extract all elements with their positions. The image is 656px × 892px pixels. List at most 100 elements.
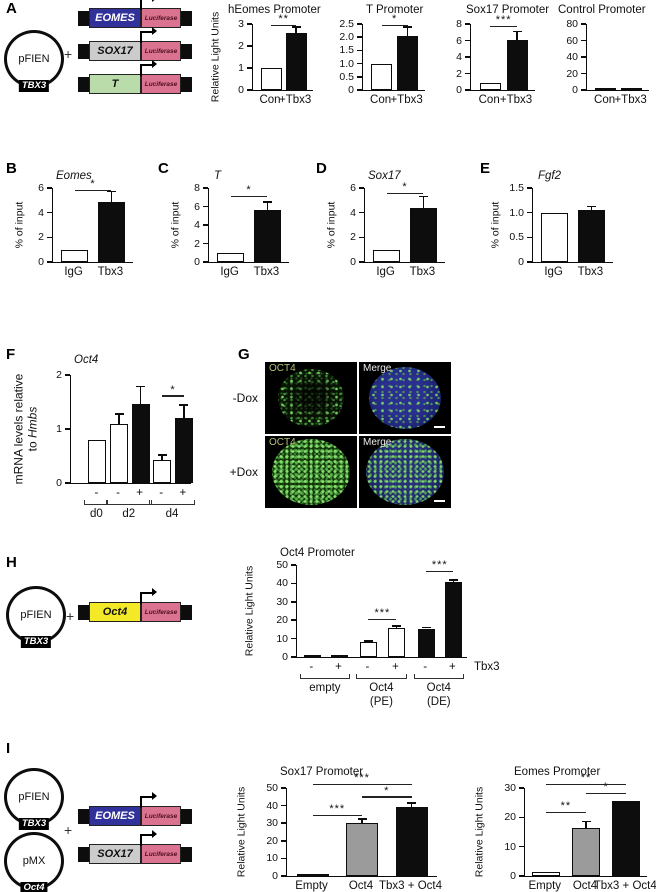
error-bar bbox=[406, 27, 409, 37]
error-bar bbox=[139, 387, 142, 405]
y-tick-label: 0 bbox=[38, 256, 44, 268]
y-tick bbox=[357, 36, 362, 38]
stain-label: Merge bbox=[363, 437, 392, 448]
plot-area bbox=[532, 188, 613, 263]
y-tick-label: 1.0 bbox=[509, 206, 524, 219]
gene-box-oct4: Oct4 bbox=[89, 602, 141, 622]
group-bracket bbox=[84, 500, 109, 505]
group-bracket bbox=[355, 674, 407, 679]
y-tick-label: 1 bbox=[56, 423, 62, 435]
bar bbox=[444, 582, 462, 657]
group-label: empty bbox=[309, 682, 341, 694]
y-tick-label: 2 bbox=[56, 369, 62, 381]
y-tick bbox=[247, 89, 252, 91]
x-tick-label: Con bbox=[594, 94, 616, 106]
x-tick-label: Oct4 bbox=[572, 880, 598, 892]
y-tick-label: 0 bbox=[348, 84, 354, 96]
error-bar-cap bbox=[357, 818, 367, 821]
plot-area: *** * *** bbox=[286, 773, 437, 877]
x-tick-label: Empty bbox=[528, 880, 562, 892]
error-bar bbox=[590, 207, 593, 212]
group-label: Oct4 (DE) bbox=[426, 682, 451, 709]
reporter-construct-eomes: EOMES Luciferase bbox=[78, 0, 192, 28]
y-tick-label: 6 bbox=[456, 34, 462, 47]
x-tick-label: Tbx3 bbox=[253, 266, 280, 278]
x-tick-label: Oct4 bbox=[348, 880, 374, 892]
group-label: d2 bbox=[122, 508, 136, 520]
bar bbox=[479, 82, 501, 90]
chart-title: Eomes bbox=[56, 170, 92, 182]
y-tick-label: 0.5 bbox=[509, 231, 524, 244]
y-tick-label: 4 bbox=[350, 206, 356, 219]
luciferase-box: Luciferase bbox=[140, 792, 181, 826]
luciferase-label: Luciferase bbox=[144, 608, 178, 616]
group-label: Oct4 (PE) bbox=[369, 682, 394, 709]
bar bbox=[371, 63, 393, 90]
significance-stars: ** bbox=[580, 772, 592, 785]
error-bar-cap bbox=[448, 579, 458, 581]
error-bar-cap bbox=[418, 195, 428, 198]
y-tick bbox=[581, 23, 586, 25]
plot-area: ** bbox=[252, 14, 313, 91]
bar bbox=[217, 252, 245, 262]
y-tick bbox=[465, 56, 470, 58]
y-tick-label: 0 bbox=[272, 870, 278, 882]
significance-line bbox=[426, 571, 454, 573]
error-bar-cap bbox=[291, 26, 301, 28]
error-bar-cap bbox=[421, 626, 431, 629]
chart-chip-eomes: Eomes% of input * 0 2 4 6 IgG Tbx3 bbox=[8, 166, 158, 286]
bar bbox=[373, 249, 401, 262]
bar bbox=[531, 871, 560, 876]
plasmid-pfien-panel-i: pFIEN TBX3 bbox=[4, 768, 64, 830]
bar bbox=[506, 39, 528, 90]
error-bar-cap bbox=[403, 26, 413, 28]
plasmid-insert-label: TBX3 bbox=[20, 636, 52, 648]
y-tick bbox=[291, 564, 296, 566]
gene-box-t: T bbox=[89, 74, 141, 94]
significance-stars: *** bbox=[329, 803, 346, 816]
scale-bar bbox=[434, 500, 445, 502]
y-tick-label: 30 bbox=[504, 782, 516, 794]
y-tick-label: 2 bbox=[38, 231, 44, 244]
bar bbox=[595, 88, 617, 90]
bar bbox=[303, 655, 321, 657]
y-tick-label: 8 bbox=[194, 182, 200, 194]
error-bar bbox=[422, 197, 425, 209]
luciferase-box: Luciferase bbox=[140, 27, 181, 61]
construct-end-cap bbox=[78, 846, 89, 862]
x-tick-label: +Tbx3 bbox=[279, 94, 312, 106]
y-tick bbox=[281, 875, 286, 877]
bar bbox=[153, 460, 172, 483]
plasmid-name: pMX bbox=[22, 855, 46, 867]
plasmid-name: pFIEN bbox=[18, 791, 50, 803]
y-tick bbox=[359, 211, 364, 214]
promoter-arrow-icon bbox=[140, 588, 157, 604]
cell-colony bbox=[369, 367, 441, 429]
chart-title: T Promoter bbox=[366, 4, 424, 16]
significance-stars: * bbox=[384, 784, 390, 797]
error-bar-cap bbox=[179, 404, 189, 406]
y-tick-label: 1 bbox=[238, 62, 244, 74]
x-tick-label: Tbx3 bbox=[97, 266, 124, 278]
significance-line bbox=[271, 24, 297, 27]
cell-colony bbox=[366, 439, 444, 505]
y-tick-label: 4 bbox=[456, 51, 462, 63]
chart-title: Oct4 Promoter bbox=[280, 547, 355, 559]
y-tick bbox=[359, 261, 364, 263]
x-tick-label: - bbox=[94, 487, 99, 499]
group-label: d0 bbox=[89, 508, 103, 520]
y-tick-label: 6 bbox=[350, 182, 356, 194]
y-tick bbox=[65, 428, 70, 430]
error-bar-cap bbox=[106, 190, 116, 193]
y-tick-label: 10 bbox=[504, 840, 516, 853]
y-tick-label: 40 bbox=[276, 577, 288, 590]
plasmid-pfien-panel-h: pFIEN TBX3 bbox=[6, 586, 66, 648]
y-tick bbox=[65, 482, 70, 484]
luciferase-label: Luciferase bbox=[144, 80, 178, 88]
y-tick-label: 0 bbox=[238, 84, 244, 96]
plasmid-pmx-panel-i: pMX Oct4 bbox=[4, 832, 64, 892]
error-bar bbox=[516, 32, 518, 41]
y-tick bbox=[519, 787, 524, 789]
bar bbox=[387, 628, 405, 657]
chart-title: T bbox=[214, 170, 222, 182]
